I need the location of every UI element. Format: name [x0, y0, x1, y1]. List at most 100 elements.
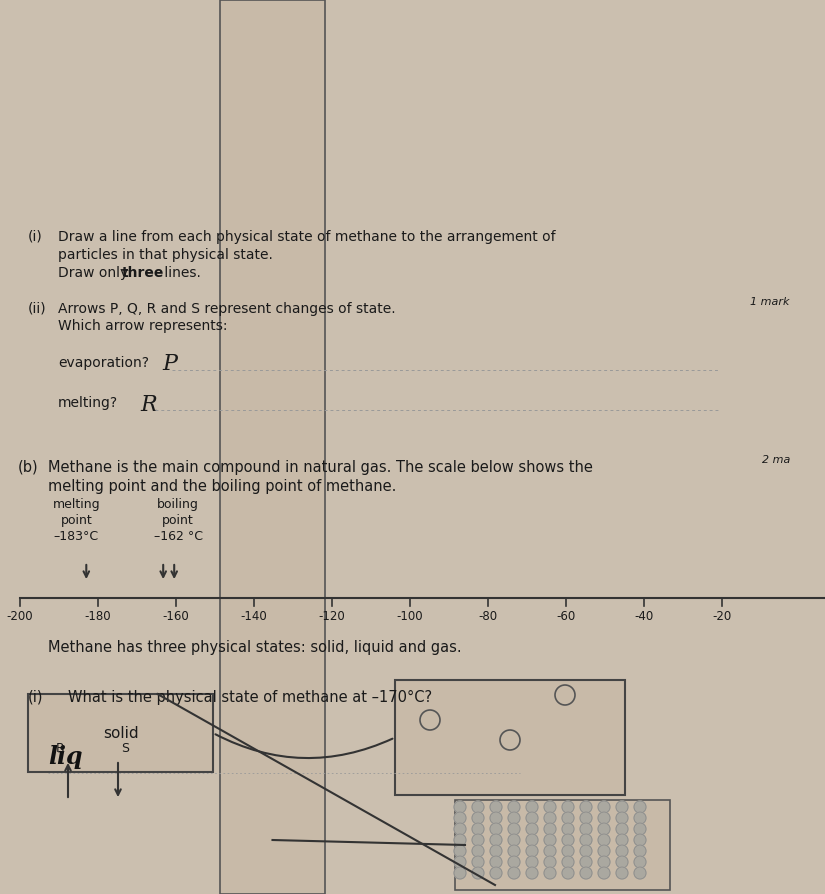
Circle shape: [490, 856, 502, 868]
Circle shape: [472, 812, 484, 824]
Text: R: R: [56, 742, 64, 755]
Text: Methane has three physical states: solid, liquid and gas.: Methane has three physical states: solid…: [48, 640, 462, 655]
Circle shape: [490, 845, 502, 857]
Circle shape: [472, 834, 484, 846]
Circle shape: [634, 801, 646, 813]
Text: -40: -40: [634, 610, 653, 623]
Circle shape: [580, 812, 592, 824]
Text: -120: -120: [318, 610, 346, 623]
Circle shape: [616, 823, 628, 835]
Text: P: P: [162, 353, 177, 375]
Text: 1 mark: 1 mark: [751, 297, 790, 307]
Circle shape: [526, 823, 538, 835]
Text: boiling
point
–162 °C: boiling point –162 °C: [153, 498, 203, 543]
Circle shape: [454, 834, 466, 846]
Circle shape: [580, 823, 592, 835]
Text: -60: -60: [556, 610, 576, 623]
Circle shape: [472, 856, 484, 868]
Text: particles in that physical state.: particles in that physical state.: [58, 248, 273, 262]
Circle shape: [544, 834, 556, 846]
Circle shape: [562, 823, 574, 835]
Circle shape: [634, 856, 646, 868]
Text: (i): (i): [28, 230, 43, 244]
Circle shape: [616, 801, 628, 813]
Text: S: S: [121, 742, 129, 755]
Circle shape: [454, 823, 466, 835]
Bar: [28, 694, 213, 772]
Text: -200: -200: [7, 610, 33, 623]
Text: three: three: [122, 266, 164, 280]
Text: melting point and the boiling point of methane.: melting point and the boiling point of m…: [48, 479, 396, 494]
Circle shape: [616, 812, 628, 824]
Circle shape: [544, 812, 556, 824]
Circle shape: [598, 823, 610, 835]
Text: evaporation?: evaporation?: [58, 356, 149, 370]
Text: 2 ma: 2 ma: [761, 455, 790, 465]
Circle shape: [634, 845, 646, 857]
Circle shape: [526, 867, 538, 879]
Circle shape: [598, 834, 610, 846]
Circle shape: [454, 812, 466, 824]
Circle shape: [526, 856, 538, 868]
Circle shape: [562, 845, 574, 857]
Circle shape: [526, 812, 538, 824]
Circle shape: [508, 812, 520, 824]
Circle shape: [454, 801, 466, 813]
Circle shape: [454, 856, 466, 868]
Circle shape: [526, 845, 538, 857]
Circle shape: [508, 856, 520, 868]
Circle shape: [544, 856, 556, 868]
Circle shape: [580, 856, 592, 868]
Circle shape: [472, 823, 484, 835]
Circle shape: [598, 867, 610, 879]
Text: -160: -160: [163, 610, 190, 623]
Text: Draw a line from each physical state of methane to the arrangement of: Draw a line from each physical state of …: [58, 230, 555, 244]
Circle shape: [598, 856, 610, 868]
Circle shape: [508, 867, 520, 879]
Circle shape: [508, 823, 520, 835]
Circle shape: [472, 845, 484, 857]
Circle shape: [490, 834, 502, 846]
Circle shape: [598, 812, 610, 824]
Text: (ii): (ii): [28, 302, 47, 316]
Circle shape: [508, 834, 520, 846]
Circle shape: [544, 867, 556, 879]
Text: solid: solid: [102, 726, 139, 740]
Text: Which arrow represents:: Which arrow represents:: [58, 319, 228, 333]
Circle shape: [490, 867, 502, 879]
Text: Arrows P, Q, R and S represent changes of state.: Arrows P, Q, R and S represent changes o…: [58, 302, 396, 316]
Circle shape: [580, 867, 592, 879]
Circle shape: [544, 801, 556, 813]
Text: (b): (b): [18, 460, 39, 475]
Circle shape: [472, 801, 484, 813]
Circle shape: [616, 867, 628, 879]
Bar: [395, 680, 625, 795]
Circle shape: [598, 845, 610, 857]
Circle shape: [562, 834, 574, 846]
Text: -100: -100: [397, 610, 423, 623]
Text: -140: -140: [241, 610, 267, 623]
Circle shape: [526, 801, 538, 813]
Circle shape: [580, 801, 592, 813]
Text: Draw only: Draw only: [58, 266, 133, 280]
Circle shape: [454, 845, 466, 857]
Circle shape: [508, 801, 520, 813]
Circle shape: [598, 801, 610, 813]
Circle shape: [490, 801, 502, 813]
Text: melting
point
–183°C: melting point –183°C: [53, 498, 100, 543]
Circle shape: [544, 845, 556, 857]
Circle shape: [454, 867, 466, 879]
Text: Methane is the main compound in natural gas. The scale below shows the: Methane is the main compound in natural …: [48, 460, 593, 475]
Circle shape: [490, 823, 502, 835]
Text: lines.: lines.: [160, 266, 200, 280]
Circle shape: [616, 834, 628, 846]
Text: liq: liq: [48, 745, 82, 769]
Circle shape: [616, 856, 628, 868]
Text: -180: -180: [85, 610, 111, 623]
Text: -20: -20: [712, 610, 732, 623]
Bar: [455, 800, 670, 890]
Text: What is the physical state of methane at –170°C?: What is the physical state of methane at…: [68, 690, 432, 705]
Circle shape: [580, 845, 592, 857]
Circle shape: [634, 823, 646, 835]
Circle shape: [562, 856, 574, 868]
